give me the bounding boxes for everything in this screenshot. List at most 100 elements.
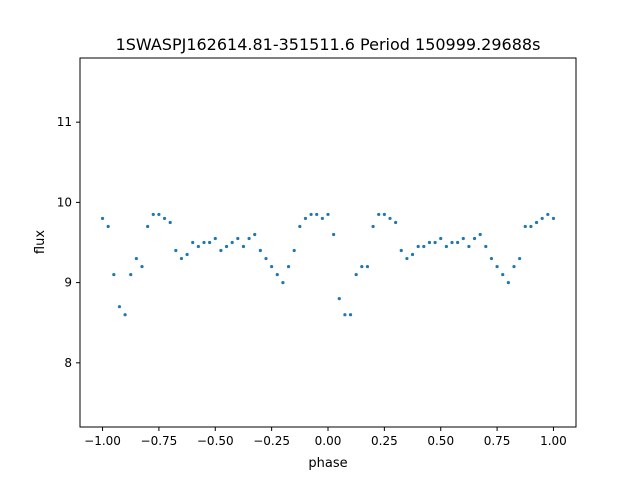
data-point [100,216,105,221]
data-point [444,244,448,249]
data-point [348,313,353,317]
y-tick-label: 9 [64,276,72,290]
x-tick-label: 1.00 [540,434,567,448]
y-tick-label: 8 [64,356,72,370]
data-point [354,272,358,277]
data-point [123,313,127,317]
x-tick-label: 0.25 [371,434,398,448]
x-axis-ticks: −1.00 −0.75 −0.50 −0.25 0.00 0.25 0.50 0.75 1.00 [84,427,567,448]
data-point [343,313,347,317]
data-point [140,264,144,269]
data-point [157,212,161,217]
data-point [518,256,522,261]
data-point [106,224,110,229]
data-point [179,256,184,261]
data-point [551,216,556,221]
data-point [472,236,477,241]
data-point [219,248,223,253]
data-point [112,272,116,277]
data-point [501,272,505,277]
data-point [303,216,308,221]
x-tick-label: 0.75 [484,434,511,448]
data-point [360,264,364,269]
data-point [191,240,195,245]
data-point [162,216,167,221]
data-point [247,236,251,241]
scatter-points [100,212,556,317]
data-point [298,224,302,229]
data-point [399,248,403,253]
data-point [489,256,494,261]
y-tick-label: 10 [57,195,72,209]
data-point [450,240,454,245]
data-point [433,240,437,245]
x-tick-label: −0.75 [141,434,178,448]
data-point [382,212,386,217]
data-point [410,252,415,257]
data-point [394,220,398,225]
data-point [495,264,499,269]
data-point [484,244,488,249]
data-point [405,256,409,261]
x-axis-label: phase [308,456,347,471]
data-point [456,240,460,245]
data-point [196,244,200,249]
data-point [129,272,133,277]
data-point [534,220,539,225]
data-point [365,264,370,269]
data-point [388,216,392,221]
data-point [478,232,482,237]
data-point [213,236,217,241]
x-tick-label: 0.50 [427,434,454,448]
data-point [185,252,189,257]
data-point [439,236,443,241]
x-tick-label: −0.25 [253,434,290,448]
data-point [326,212,330,217]
chart-title: 1SWASPJ162614.81-351511.6 Period 150999.… [116,35,541,54]
data-point [461,236,465,241]
y-tick-label: 11 [57,115,72,129]
y-axis-ticks: 8 9 10 11 [57,115,80,370]
data-point [422,244,426,249]
data-point [202,240,206,245]
data-point [241,244,246,249]
data-point [309,212,313,217]
data-point [292,248,296,253]
data-point [540,216,544,221]
data-point [467,244,471,249]
data-point [546,212,550,217]
data-point [320,216,324,221]
data-point [264,256,268,261]
data-point [258,248,262,253]
data-point [146,224,150,229]
data-point [224,244,229,249]
data-point [168,220,172,225]
data-point [281,281,285,285]
data-point [371,224,375,229]
data-point [512,264,516,269]
data-point [416,244,420,249]
x-tick-label: −0.50 [197,434,234,448]
data-point [529,224,533,229]
data-point [174,248,178,253]
data-point [230,240,234,245]
data-point [151,212,155,217]
data-point [506,281,510,285]
data-point [286,264,291,269]
data-point [275,272,279,277]
data-point [523,224,527,229]
data-point [134,256,138,261]
data-point [337,297,341,301]
data-point [427,240,432,245]
x-tick-label: 0.00 [315,434,342,448]
data-point [208,240,212,245]
data-point [377,212,381,217]
data-point [236,236,240,241]
data-point [270,264,274,269]
data-point [332,232,336,237]
x-tick-label: −1.00 [84,434,121,448]
data-point [253,232,257,237]
y-axis-label: flux [33,230,48,254]
data-point [315,212,319,217]
